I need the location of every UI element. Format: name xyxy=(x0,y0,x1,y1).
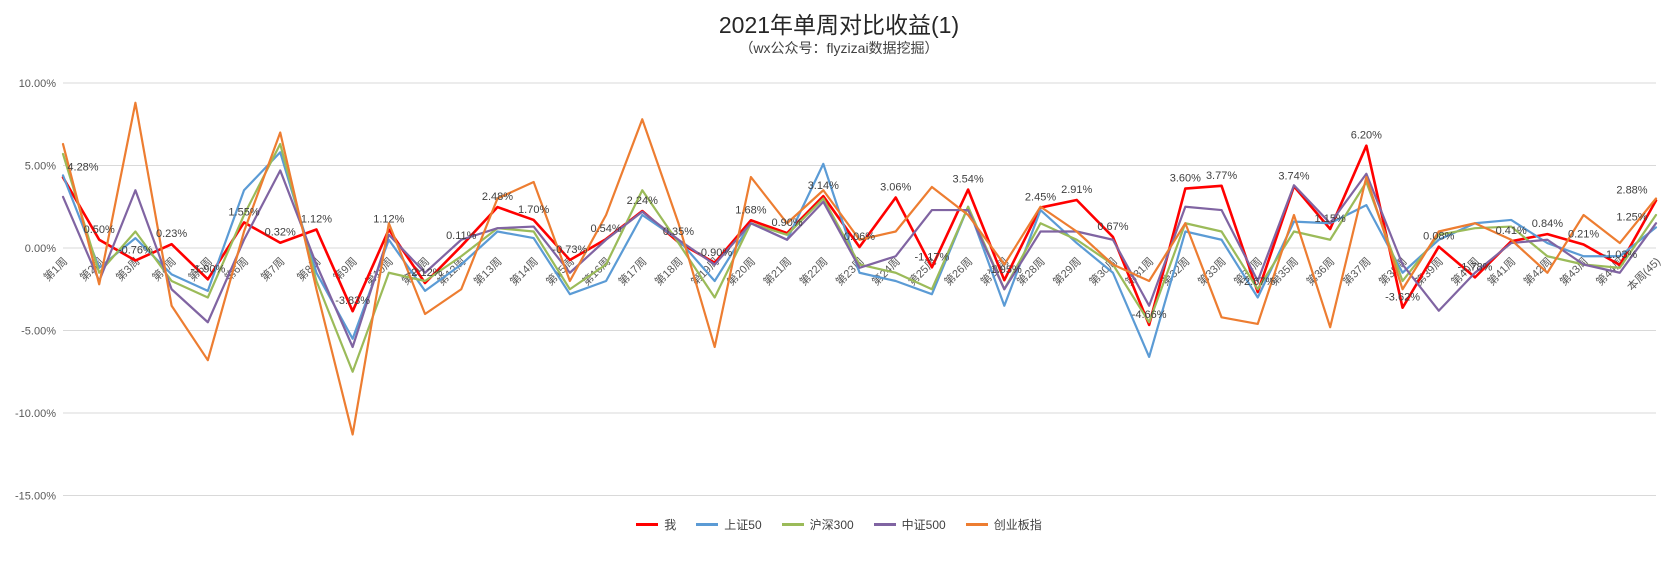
data-label: 0.23% xyxy=(156,228,187,240)
data-label: 0.32% xyxy=(265,227,296,239)
legend-line-swatch xyxy=(696,523,719,526)
data-label: -0.76% xyxy=(118,245,153,257)
data-label: 0.21% xyxy=(1568,229,1599,241)
legend-label: 我 xyxy=(664,518,677,532)
series-line-2 xyxy=(61,142,1658,373)
data-label: 3.77% xyxy=(1206,170,1237,182)
legend-label: 创业板指 xyxy=(993,518,1042,532)
data-label: 3.14% xyxy=(808,180,839,192)
x-axis-tick-label: 第21周 xyxy=(760,254,794,288)
data-label: -2.12% xyxy=(408,267,443,279)
data-label: -1.78% xyxy=(1458,261,1493,273)
legend-line-swatch xyxy=(873,523,896,526)
x-axis-tick-label: 第29周 xyxy=(1050,254,1084,288)
y-axis-tick-label: 0.00% xyxy=(25,243,56,255)
y-axis-tick-label: 10.00% xyxy=(19,78,57,90)
data-label: -4.66% xyxy=(1132,309,1167,321)
data-label: 0.50% xyxy=(84,224,115,236)
data-label: 1.25% xyxy=(1616,211,1647,223)
data-label: 3.06% xyxy=(880,182,911,194)
y-axis-tick-label: -10.00% xyxy=(15,408,56,420)
x-axis-tick-label: 第22周 xyxy=(796,254,830,288)
y-axis-tick-label: 5.00% xyxy=(25,161,56,173)
data-label: 0.41% xyxy=(1496,225,1527,237)
data-label: 0.54% xyxy=(590,223,621,235)
data-label: 0.11% xyxy=(446,230,477,242)
series-line-4 xyxy=(61,101,1658,436)
data-label: 3.60% xyxy=(1170,173,1201,185)
y-axis-tick-label: -5.00% xyxy=(21,326,56,338)
data-label: 1.12% xyxy=(373,214,404,226)
legend-label: 中证500 xyxy=(901,518,946,532)
legend-item-1: 上证50 xyxy=(696,516,762,533)
x-axis-tick-label: 第1周 xyxy=(40,254,70,284)
x-axis-tick-label: 第18周 xyxy=(651,254,685,288)
data-label: -1.17% xyxy=(914,251,949,263)
legend-line-swatch xyxy=(636,523,659,526)
y-axis-tick-label: -15.00% xyxy=(15,491,56,503)
legend-item-2: 沪深300 xyxy=(781,516,854,533)
data-label: 0.67% xyxy=(1097,221,1128,233)
data-label: 0.08% xyxy=(1423,231,1454,243)
legend-item-0: 我 xyxy=(636,516,676,533)
legend-item-4: 创业板指 xyxy=(965,516,1042,533)
data-label: 3.74% xyxy=(1278,170,1309,182)
legend-line-swatch xyxy=(965,523,988,526)
data-label: -3.83% xyxy=(335,295,370,307)
data-label: 3.54% xyxy=(953,174,984,186)
data-label: 2.48% xyxy=(482,191,513,203)
data-label: 1.68% xyxy=(735,204,766,216)
legend: 我 上证50 沪深300 中证500 创业板指 xyxy=(0,516,1678,533)
series-line-1 xyxy=(61,151,1658,358)
data-label: 1.12% xyxy=(301,214,332,226)
x-axis-tick-label: 第7周 xyxy=(258,254,288,284)
legend-item-3: 中证500 xyxy=(873,516,946,533)
data-label: -0.73% xyxy=(552,244,587,256)
data-label: -1.03% xyxy=(1602,249,1637,261)
series-line-3 xyxy=(61,169,1658,349)
data-label: 1.55% xyxy=(228,206,259,218)
data-label: -0.90% xyxy=(697,247,732,259)
data-label: -3.62% xyxy=(1385,292,1420,304)
x-axis-tick-label: 第30周 xyxy=(1086,254,1120,288)
data-label: 2.45% xyxy=(1025,192,1056,204)
x-axis-tick-label: 第17周 xyxy=(615,254,649,288)
legend-label: 沪深300 xyxy=(809,518,854,532)
data-label: 2.91% xyxy=(1061,184,1092,196)
data-label: 6.20% xyxy=(1351,130,1382,142)
x-axis-tick-label: 第23周 xyxy=(833,254,867,288)
data-label: 0.06% xyxy=(844,231,875,243)
data-label: 4.28% xyxy=(67,161,98,173)
x-axis-tick-label: 第13周 xyxy=(470,254,504,288)
data-label: -2.67% xyxy=(1240,276,1275,288)
chart-title: 2021年单周对比收益(1) xyxy=(718,12,960,38)
data-label: -1.95% xyxy=(987,264,1022,276)
data-label: 2.24% xyxy=(627,195,658,207)
data-label: 0.84% xyxy=(1532,218,1563,230)
data-label: 0.90% xyxy=(771,217,802,229)
legend-label: 上证50 xyxy=(724,518,762,532)
data-label: 1.15% xyxy=(1315,213,1346,225)
data-label: 0.35% xyxy=(663,226,694,238)
data-label: 2.88% xyxy=(1616,184,1647,196)
chart-subtitle: （wx公众号：flyzizai数据挖掘） xyxy=(739,40,939,56)
data-label: 1.70% xyxy=(518,204,549,216)
data-label: -1.90% xyxy=(190,263,225,275)
legend-line-swatch xyxy=(781,523,804,526)
x-axis-tick-label: 第14周 xyxy=(507,254,541,288)
